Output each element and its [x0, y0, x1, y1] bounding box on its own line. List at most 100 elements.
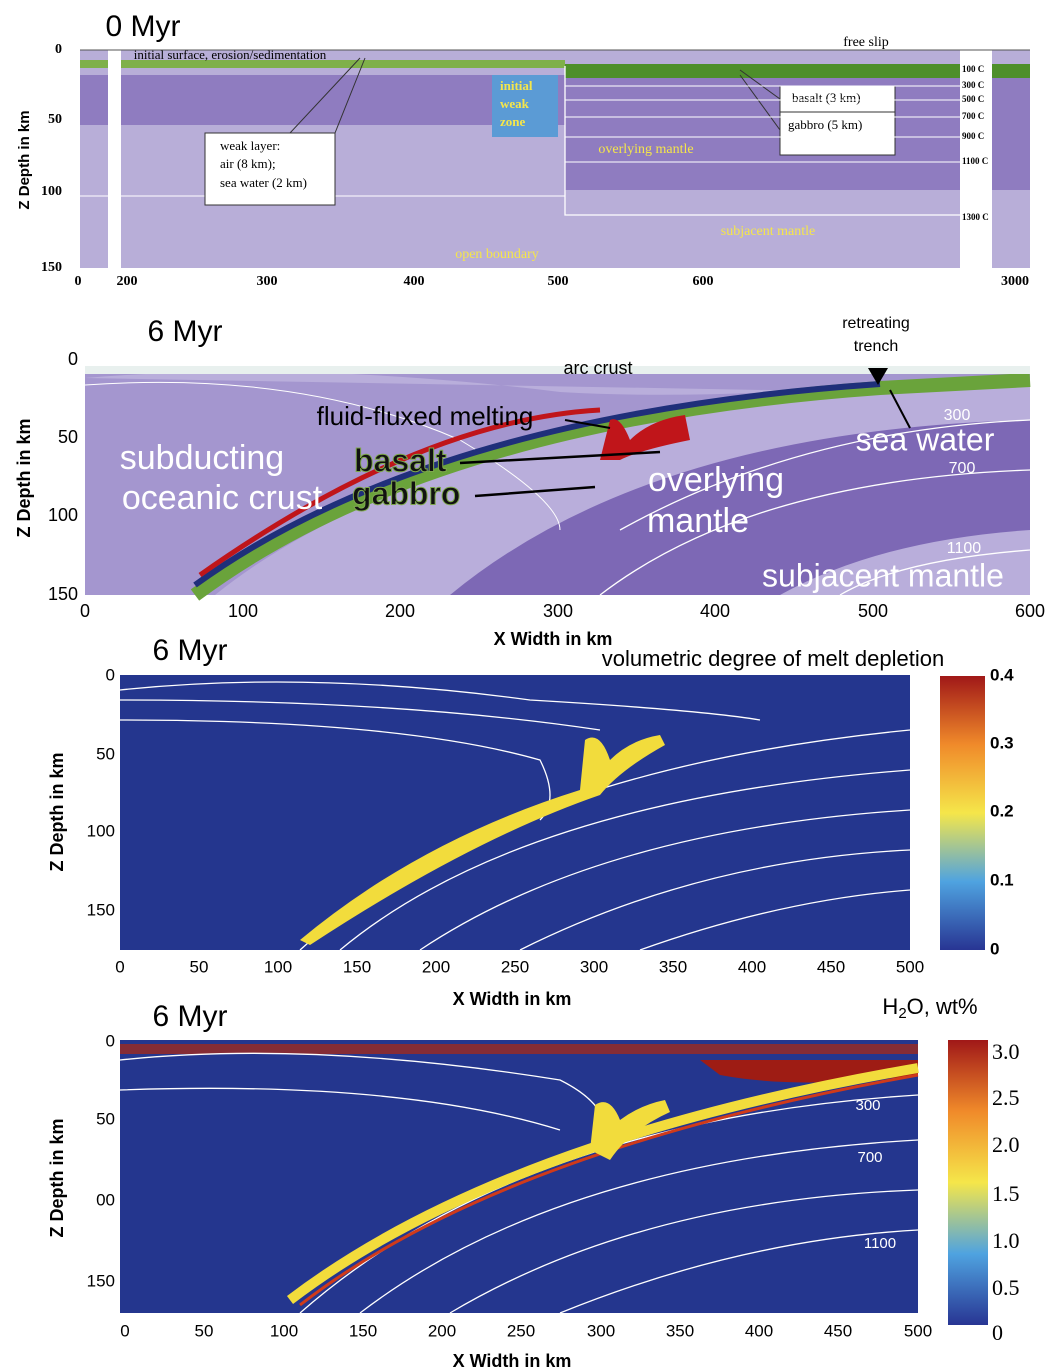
annotation: gabbro	[352, 475, 460, 511]
y-axis-label: Z Depth in km	[47, 752, 67, 871]
x-tick-label: 600	[1015, 601, 1045, 621]
leader	[564, 419, 611, 429]
annotation: basalt (3 km)	[792, 90, 861, 105]
panel-0: 0 Myr initial surface, erosion/sedimenta…	[16, 10, 1030, 289]
x-tick-label: 200	[117, 274, 138, 289]
colorbar-tick-label: 0.3	[990, 733, 1014, 752]
y-tick-label: 50	[58, 427, 78, 447]
x-tick-label: 50	[190, 957, 209, 976]
isotherm-label: 300	[855, 1097, 880, 1114]
x-tick-label: 50	[195, 1321, 214, 1340]
colorbar-tick-label: 0.2	[990, 801, 1014, 820]
label-part: H	[882, 994, 898, 1019]
annotation: overlying	[648, 461, 784, 499]
y-tick-label: 0	[68, 349, 78, 369]
y-tick-label: 50	[96, 1109, 115, 1128]
x-tick-label: 200	[422, 957, 450, 976]
x-tick-label: 500	[548, 274, 569, 289]
x-tick-label: 150	[349, 1321, 377, 1340]
isotherm-label: 1100	[947, 540, 982, 557]
callout-box	[779, 85, 896, 113]
x-tick-label: 250	[501, 957, 529, 976]
colorbar-tick-label: 0	[990, 939, 999, 958]
surface	[85, 366, 1030, 374]
crust	[565, 64, 1030, 78]
isotherm-label: 700 C	[962, 111, 984, 121]
colorbar-tick-label: 2.0	[992, 1132, 1020, 1157]
x-tick-label: 3000	[1001, 274, 1029, 289]
y-tick-label: 50	[96, 744, 115, 763]
annotation: zone	[500, 114, 526, 129]
axis-break	[108, 48, 121, 272]
subjacent-mantle	[780, 530, 1030, 595]
x-tick-label: 300	[580, 957, 608, 976]
colorbar-tick-label: 3.0	[992, 1039, 1020, 1064]
x-tick-label: 500	[904, 1321, 932, 1340]
y-tick-label: 150	[48, 584, 78, 604]
colorbar-tick-label: 0.5	[992, 1275, 1020, 1300]
x-tick-label: 350	[659, 957, 687, 976]
panel-title: 6 Myr	[153, 1000, 228, 1033]
melt-zone	[300, 735, 665, 945]
x-tick-label: 250	[507, 1321, 535, 1340]
x-tick-label: 100	[264, 957, 292, 976]
annotation: oceanic crust	[122, 479, 323, 517]
isotherm-label: 300	[944, 407, 971, 424]
weak-zone	[492, 75, 558, 137]
leader	[889, 389, 911, 429]
model-domain	[120, 675, 910, 950]
y-tick-label: 50	[48, 112, 62, 127]
isotherm-label: 1300 C	[962, 212, 989, 222]
x-tick-label: 300	[257, 274, 278, 289]
x-tick-label: 150	[343, 957, 371, 976]
annotation: mantle	[647, 502, 749, 540]
axis-break	[960, 48, 992, 272]
x-tick-label: 100	[270, 1321, 298, 1340]
slab-gabbro	[190, 373, 1031, 601]
x-tick-label: 200	[428, 1321, 456, 1340]
y-axis-label: Z Depth in km	[14, 418, 34, 537]
y-tick-label: 150	[41, 260, 62, 275]
y-tick-label: 00	[96, 1190, 115, 1209]
isotherm	[564, 66, 960, 216]
annotation: weak layer:	[220, 138, 280, 153]
x-tick-label: 450	[817, 957, 845, 976]
annotation: subducting	[120, 439, 284, 477]
colorbar	[940, 676, 985, 950]
panel-title: 0 Myr	[106, 10, 181, 43]
y-tick-label: 150	[87, 1271, 115, 1290]
x-tick-label: 400	[700, 601, 730, 621]
y-tick-label: 0	[106, 665, 115, 684]
overlying-mantle	[450, 420, 1030, 595]
x-tick-label: 500	[896, 957, 924, 976]
annotation: fluid-fluxed melting	[317, 401, 534, 431]
x-tick-label: 600	[693, 274, 714, 289]
x-axis-label: X Width in km	[453, 1351, 572, 1371]
melt	[600, 415, 690, 460]
annotation: air (8 km);	[220, 156, 276, 171]
annotation: open boundary	[455, 247, 539, 262]
x-axis-label: X Width in km	[453, 989, 572, 1009]
leader	[459, 450, 661, 498]
x-tick-label: 300	[543, 601, 573, 621]
colorbar-tick-label: 1.5	[992, 1181, 1020, 1206]
panel-3: 6 Myr H2O, wt% 300 700 1100 0 50 100 150 200…	[47, 994, 1020, 1371]
annotation: basalt	[354, 442, 447, 478]
x-tick-label: 0	[115, 957, 124, 976]
y-tick-label: 150	[87, 900, 115, 919]
wet-layer	[120, 1044, 918, 1054]
annotation: arc crust	[563, 358, 632, 378]
hydrated-slab	[299, 1073, 919, 1307]
annotation: initial surface, erosion/sedimentation	[134, 47, 327, 62]
colorbar-tick-label: 0.4	[990, 665, 1014, 684]
annotation: weak	[500, 96, 530, 111]
x-axis-label: X Width in km	[494, 629, 613, 649]
callout-box	[779, 111, 896, 156]
x-tick-label: 0	[75, 274, 82, 289]
y-axis-label: Z Depth in km	[47, 1118, 67, 1237]
x-tick-label: 400	[404, 274, 425, 289]
colorbar-tick-label: 2.5	[992, 1085, 1020, 1110]
isotherm	[599, 419, 1031, 596]
hydrated-zone	[590, 1100, 670, 1160]
